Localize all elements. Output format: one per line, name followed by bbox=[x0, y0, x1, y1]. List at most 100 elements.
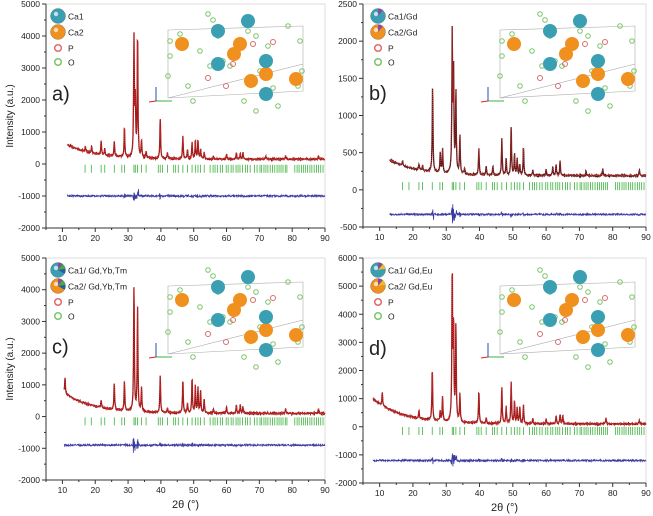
plot-frame bbox=[45, 3, 326, 229]
o-atom bbox=[177, 31, 183, 37]
y-tick-label: 2500 bbox=[338, 0, 357, 9]
atom-highlight bbox=[53, 265, 59, 271]
ca1-atom bbox=[259, 310, 273, 324]
o-atom bbox=[285, 279, 291, 285]
ca2-atom bbox=[576, 74, 590, 88]
y-tick-label: -2000 bbox=[18, 223, 40, 233]
o-atom bbox=[509, 31, 515, 37]
x-tick-label: 70 bbox=[255, 233, 265, 243]
y-tick-label: 2000 bbox=[338, 366, 357, 376]
ca2-atom bbox=[576, 330, 590, 344]
x-tick-label: 50 bbox=[508, 488, 518, 498]
legend-label: O bbox=[68, 312, 75, 322]
difference-curve bbox=[66, 188, 326, 201]
o-atom bbox=[275, 103, 281, 109]
o-atom bbox=[275, 359, 281, 365]
ca2-atom bbox=[507, 293, 521, 307]
panel-label: d) bbox=[369, 338, 387, 360]
x-tick-label: 10 bbox=[58, 485, 68, 495]
o-atom bbox=[185, 83, 191, 89]
legend-label: Ca2/Gd bbox=[388, 28, 418, 38]
x-tick-label: 10 bbox=[375, 232, 385, 242]
legend-label: Ca2/ Gd,Yb,Tm bbox=[68, 282, 127, 292]
unit-cell-box bbox=[167, 281, 304, 355]
p-atom-icon bbox=[53, 297, 63, 307]
legend-label: Ca2/ Gd,Eu bbox=[388, 282, 433, 292]
legend-label: O bbox=[388, 312, 395, 322]
x-tick-label: 20 bbox=[408, 232, 418, 242]
x-tick-label: 50 bbox=[508, 232, 518, 242]
o-atom bbox=[297, 38, 303, 44]
axis-a-arrow bbox=[480, 100, 489, 103]
o-atom bbox=[210, 273, 216, 279]
o-atom bbox=[602, 85, 608, 91]
y-tick-label: 4000 bbox=[21, 31, 40, 41]
ca2-atom-icon bbox=[50, 24, 66, 40]
atom-highlight bbox=[373, 27, 379, 33]
difference-curve bbox=[372, 453, 647, 467]
panel-d: 10 20 30 40 50 60 70 80 90 -2000 -1000 0 1000 2000 300… bbox=[335, 253, 651, 514]
p-atom bbox=[250, 297, 256, 303]
o-atom bbox=[245, 284, 251, 290]
p-atom bbox=[537, 75, 543, 81]
panel-c: 10 20 30 40 50 60 70 80 90 -2000 -1000 0 1000 2000 300… bbox=[5, 253, 330, 511]
p-atom bbox=[562, 61, 568, 67]
legend-label: Ca1/ Gd,Eu bbox=[388, 266, 433, 276]
ca1-atom bbox=[591, 87, 605, 101]
ca2-atom bbox=[259, 323, 273, 337]
dopant-sector-icon bbox=[58, 284, 66, 290]
dopant-sector-icon bbox=[58, 268, 66, 274]
legend-label: Ca1/Gd bbox=[388, 12, 418, 22]
ca1-atom bbox=[543, 280, 557, 294]
legend-label: P bbox=[388, 44, 394, 54]
x-tick-label: 70 bbox=[575, 488, 585, 498]
observed-profile bbox=[67, 32, 325, 162]
legend-label: P bbox=[388, 298, 394, 308]
o-atom bbox=[607, 103, 613, 109]
x-tick-label: 60 bbox=[541, 232, 551, 242]
difference-curve bbox=[63, 438, 326, 453]
x-tick-label: 60 bbox=[222, 233, 232, 243]
legend-label: Ca1 bbox=[68, 12, 84, 22]
unit-cell-box bbox=[499, 25, 636, 99]
o-atom bbox=[542, 17, 548, 23]
o-atom bbox=[585, 289, 591, 295]
o-atom bbox=[270, 341, 276, 347]
o-atom bbox=[607, 359, 613, 365]
p-atom-icon bbox=[373, 43, 383, 53]
ca1-atom bbox=[211, 313, 225, 327]
ca1-atom bbox=[543, 57, 557, 71]
x-tick-label: 90 bbox=[641, 488, 651, 498]
ca1-atom bbox=[543, 24, 557, 38]
o-atom bbox=[165, 73, 171, 79]
o-atom bbox=[205, 267, 211, 273]
o-atom bbox=[573, 98, 579, 104]
y-tick-label: 2000 bbox=[21, 95, 40, 105]
legend-label: Ca1/ Gd,Yb,Tm bbox=[68, 266, 127, 276]
y-tick-label: -1000 bbox=[335, 450, 357, 460]
o-atom-icon bbox=[373, 57, 383, 67]
calculated-profile bbox=[67, 32, 325, 163]
p-atom bbox=[582, 297, 588, 303]
ca1-atom bbox=[211, 280, 225, 294]
x-tick-label: 70 bbox=[255, 485, 265, 495]
y-tick-label: 3000 bbox=[338, 337, 357, 347]
ca2-atom bbox=[559, 47, 573, 61]
legend-label: P bbox=[68, 44, 74, 54]
ca1-atom-icon bbox=[50, 8, 66, 24]
o-atom bbox=[165, 329, 171, 335]
y-tick-label: 1000 bbox=[21, 127, 40, 137]
ca1-atom bbox=[573, 270, 587, 284]
o-atom bbox=[517, 339, 523, 345]
o-atom bbox=[270, 85, 276, 91]
o-atom bbox=[577, 28, 583, 34]
legend-label: O bbox=[68, 58, 75, 68]
atom-highlight bbox=[373, 281, 379, 287]
axis-a-arrow bbox=[480, 356, 489, 359]
o-atom bbox=[509, 287, 515, 293]
o-atom bbox=[617, 23, 623, 29]
ca2-atom bbox=[175, 37, 189, 51]
atom-highlight bbox=[373, 265, 379, 271]
p-atom bbox=[537, 331, 543, 337]
o-atom bbox=[185, 339, 191, 345]
